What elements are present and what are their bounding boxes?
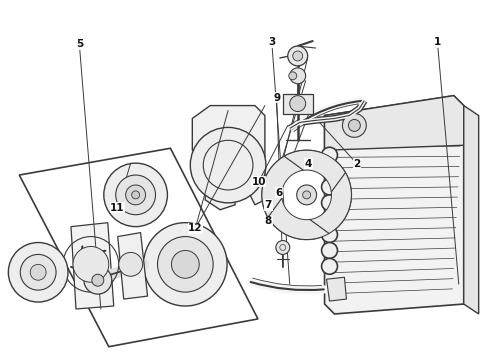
Polygon shape [284, 150, 345, 192]
Text: 4: 4 [305, 159, 312, 169]
Circle shape [321, 163, 338, 179]
Text: 2: 2 [353, 159, 361, 169]
Polygon shape [118, 233, 147, 299]
Text: 7: 7 [265, 200, 272, 210]
Polygon shape [310, 172, 351, 234]
Circle shape [172, 251, 199, 278]
Circle shape [30, 264, 46, 280]
Circle shape [190, 127, 266, 203]
Circle shape [321, 227, 338, 243]
Circle shape [348, 120, 360, 131]
Circle shape [290, 68, 306, 84]
Circle shape [104, 163, 168, 227]
Circle shape [288, 46, 308, 66]
Circle shape [84, 266, 112, 294]
Circle shape [293, 51, 303, 61]
Polygon shape [19, 148, 258, 347]
Circle shape [290, 96, 306, 112]
Text: 11: 11 [110, 203, 124, 213]
Circle shape [343, 113, 367, 137]
Circle shape [321, 147, 338, 163]
Circle shape [125, 185, 146, 205]
Circle shape [303, 191, 311, 199]
Polygon shape [283, 94, 313, 113]
Text: 12: 12 [188, 223, 202, 233]
Circle shape [73, 247, 109, 282]
Circle shape [289, 72, 297, 80]
Polygon shape [268, 198, 329, 239]
Text: 9: 9 [273, 93, 280, 103]
Text: 6: 6 [275, 188, 283, 198]
Polygon shape [464, 105, 479, 314]
Circle shape [116, 175, 155, 215]
Circle shape [157, 237, 213, 292]
Circle shape [144, 223, 227, 306]
Circle shape [297, 185, 317, 205]
Circle shape [20, 255, 56, 290]
Polygon shape [326, 277, 346, 301]
Text: 5: 5 [76, 39, 83, 49]
Circle shape [321, 211, 338, 227]
Polygon shape [324, 96, 464, 150]
Text: 1: 1 [434, 37, 441, 48]
Text: 8: 8 [265, 216, 272, 226]
Circle shape [321, 243, 338, 258]
Circle shape [276, 240, 290, 255]
Circle shape [8, 243, 68, 302]
Polygon shape [71, 223, 114, 309]
Polygon shape [192, 105, 265, 210]
Circle shape [321, 258, 338, 274]
Circle shape [119, 252, 143, 276]
Circle shape [92, 274, 104, 286]
Text: 3: 3 [268, 37, 275, 48]
Polygon shape [262, 156, 304, 217]
Circle shape [321, 195, 338, 211]
Circle shape [321, 179, 338, 195]
Circle shape [132, 191, 140, 199]
Text: 10: 10 [251, 177, 266, 187]
Polygon shape [324, 96, 464, 314]
